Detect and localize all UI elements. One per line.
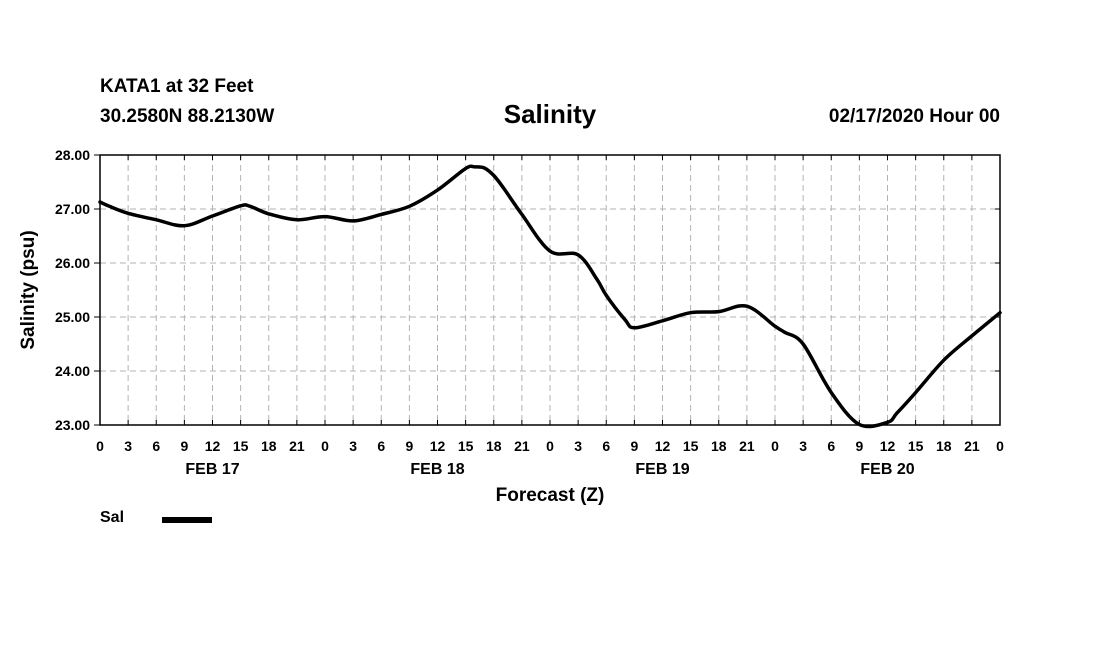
x-tick-label: 6 (827, 438, 835, 454)
legend-label: Sal (100, 509, 125, 526)
x-tick-label: 21 (289, 438, 305, 454)
grid-lines (100, 155, 1000, 425)
day-label: FEB 20 (860, 461, 914, 478)
x-axis-ticks: 0 3 6 9 12 15 18 21 0 3 6 9 12 15 18 21 0 3 6 9 12 15 18 21 0 3 6 9… (96, 155, 1004, 478)
x-tick-label: 12 (880, 438, 896, 454)
x-tick-label: 6 (377, 438, 385, 454)
day-label: FEB 17 (185, 461, 239, 478)
x-axis-label: Forecast (Z) (496, 485, 605, 506)
x-tick-label: 18 (486, 438, 502, 454)
y-tick-label: 28.00 (55, 147, 90, 163)
x-tick-label: 3 (349, 438, 357, 454)
y-tick-label: 23.00 (55, 417, 90, 433)
series-line-salinity (98, 164, 1002, 429)
x-tick-label: 3 (124, 438, 132, 454)
forecast-run-label: 02/17/2020 Hour 00 (828, 106, 1000, 127)
x-tick-label: 3 (799, 438, 807, 454)
series-layer (98, 164, 1002, 429)
x-tick-label: 9 (630, 438, 638, 454)
x-tick-label: 18 (936, 438, 952, 454)
x-tick-label: 18 (261, 438, 277, 454)
legend-swatch (162, 517, 212, 523)
x-tick-label: 15 (908, 438, 924, 454)
x-tick-label: 21 (514, 438, 530, 454)
x-tick-label: 0 (321, 438, 329, 454)
y-tick-label: 27.00 (55, 201, 90, 217)
y-axis-ticks: 23.00 24.00 25.00 26.00 27.00 28.00 (55, 147, 1000, 433)
x-tick-label: 6 (152, 438, 160, 454)
x-tick-label: 0 (771, 438, 779, 454)
station-label: KATA1 at 32 Feet (100, 76, 254, 97)
day-label: FEB 18 (410, 461, 464, 478)
y-axis-label: Salinity (psu) (18, 230, 39, 349)
y-tick-label: 24.00 (55, 363, 90, 379)
chart-title: Salinity (503, 99, 597, 129)
x-tick-label: 12 (430, 438, 446, 454)
day-label: FEB 19 (635, 461, 689, 478)
y-tick-label: 26.00 (55, 255, 90, 271)
x-tick-label: 18 (711, 438, 727, 454)
x-tick-label: 21 (739, 438, 755, 454)
x-tick-label: 0 (546, 438, 554, 454)
x-tick-label: 0 (996, 438, 1004, 454)
x-tick-label: 3 (574, 438, 582, 454)
x-tick-label: 15 (233, 438, 249, 454)
plot-frame (99, 154, 1001, 426)
x-tick-label: 12 (205, 438, 221, 454)
x-tick-label: 12 (655, 438, 671, 454)
x-tick-label: 15 (458, 438, 474, 454)
x-tick-label: 9 (405, 438, 413, 454)
coordinates-label: 30.2580N 88.2130W (100, 106, 275, 127)
x-tick-label: 21 (964, 438, 980, 454)
x-tick-label: 6 (602, 438, 610, 454)
y-tick-label: 25.00 (55, 309, 90, 325)
x-tick-label: 9 (855, 438, 863, 454)
x-tick-label: 15 (683, 438, 699, 454)
x-tick-label: 9 (180, 438, 188, 454)
x-tick-label: 0 (96, 438, 104, 454)
